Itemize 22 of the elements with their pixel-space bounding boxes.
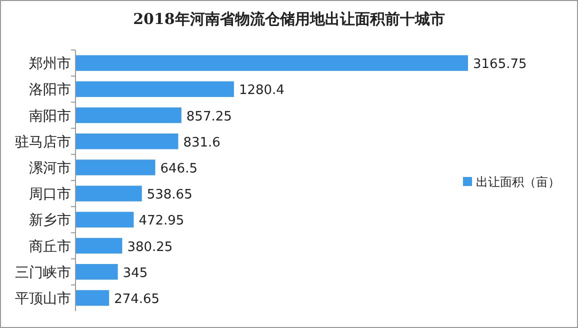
data-label: 345 (122, 266, 148, 281)
y-tick-label: 平顶山市 (15, 290, 71, 307)
y-tick-label: 洛阳市 (29, 82, 71, 98)
data-label: 646.5 (160, 161, 198, 176)
chart-title: 2018年河南省物流仓储用地出让面积前十城市 (133, 10, 445, 28)
data-label: 3165.75 (473, 57, 527, 72)
data-label: 831.6 (183, 135, 220, 150)
y-tick-label: 商丘市 (29, 238, 71, 255)
y-tick-label: 新乡市 (29, 212, 71, 229)
data-label: 472.95 (138, 214, 184, 229)
data-label: 274.65 (114, 292, 160, 307)
legend-label: 出让面积（亩） (476, 175, 560, 189)
data-label: 380.25 (127, 240, 173, 255)
y-tick-label: 周口市 (29, 186, 71, 203)
y-tick-label: 郑州市 (29, 56, 71, 72)
data-label: 1280.4 (238, 83, 284, 98)
y-tick-label: 三门峡市 (15, 264, 71, 281)
data-label: 538.65 (146, 188, 192, 203)
y-tick-label: 漯河市 (29, 160, 71, 176)
y-tick-label: 南阳市 (29, 108, 71, 124)
y-tick-label: 驻马店市 (15, 134, 71, 150)
data-label: 857.25 (186, 109, 232, 124)
